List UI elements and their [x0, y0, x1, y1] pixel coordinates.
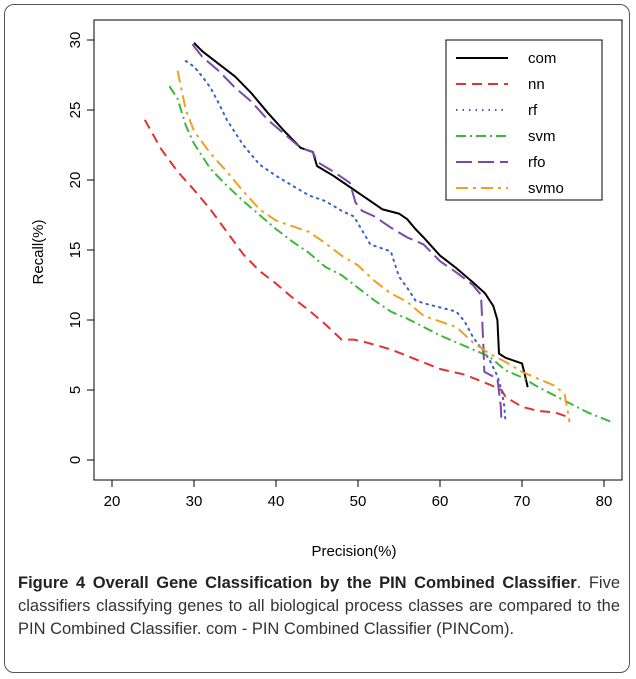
x-tick-label: 40 — [268, 493, 285, 510]
legend-label-svmo: svmo — [528, 180, 564, 197]
x-tick-label: 80 — [596, 493, 613, 510]
legend-label-nn: nn — [528, 76, 545, 93]
legend-label-rfo: rfo — [528, 154, 546, 171]
series-line-nn — [143, 119, 572, 419]
legend-box — [445, 39, 603, 201]
y-tick-label: 20 — [67, 172, 84, 189]
figure-caption: Figure 4 Overall Gene Classification by … — [18, 572, 620, 641]
x-tick-label: 50 — [350, 493, 367, 510]
series-line-rfo — [191, 43, 503, 423]
caption-title: Figure 4 Overall Gene Classification by … — [18, 574, 577, 592]
caption-body: . Five classifiers classifying genes to … — [18, 574, 620, 638]
y-axis: 0 5 10 15 20 25 30 — [67, 32, 94, 464]
line-chart: 20 30 40 50 60 70 80 0 5 10 15 20 25 30 Precision(%)… — [30, 19, 623, 560]
legend-label-com: com — [528, 50, 556, 67]
legend-label-svm: svm — [528, 128, 556, 145]
y-tick-label: 5 — [67, 386, 84, 394]
x-tick-label: 30 — [186, 493, 203, 510]
series-line-svm — [168, 85, 613, 424]
y-tick-label: 0 — [67, 456, 84, 464]
y-axis-label: Recall(%) — [30, 219, 47, 284]
y-tick-label: 15 — [67, 242, 84, 259]
series-layer — [143, 42, 613, 424]
series-line-com — [193, 42, 529, 388]
y-tick-label: 25 — [67, 102, 84, 119]
x-tick-label: 70 — [514, 493, 531, 510]
x-axis-label: Precision(%) — [311, 543, 396, 560]
legend-label-rf: rf — [528, 102, 538, 119]
x-axis: 20 30 40 50 60 70 80 — [104, 480, 613, 510]
x-tick-label: 20 — [104, 493, 121, 510]
y-tick-label: 30 — [67, 32, 84, 49]
y-tick-label: 10 — [67, 312, 84, 329]
x-tick-label: 60 — [432, 493, 449, 510]
legend: com nn rf svm rfo svmo — [445, 39, 603, 201]
series-line-svmo — [176, 70, 571, 423]
